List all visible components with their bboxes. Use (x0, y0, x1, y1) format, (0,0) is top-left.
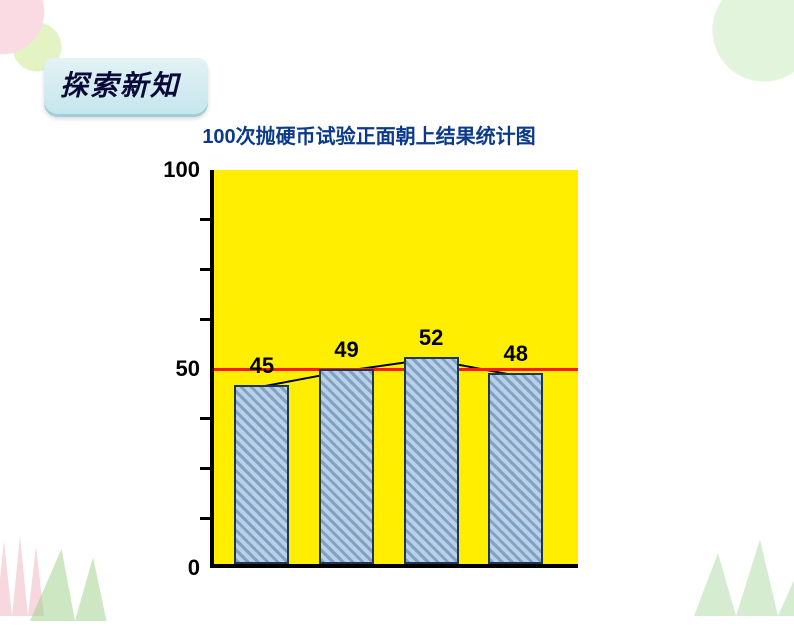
bar-value-label: 45 (250, 353, 274, 385)
y-axis-tick (200, 417, 210, 420)
bar (234, 385, 289, 564)
y-axis-tick (200, 467, 210, 470)
y-axis-tick (200, 517, 210, 520)
y-axis-tick (200, 218, 210, 221)
bar-value-label: 49 (334, 337, 358, 369)
y-axis-label: 0 (188, 555, 200, 581)
section-header: 探索新知 (44, 58, 208, 114)
decoration-bottom-left (0, 486, 170, 626)
bar-chart: 0 50 100 45 49 52 48 (154, 148, 584, 588)
decoration-bottom-right (664, 496, 794, 616)
y-axis-tick (200, 318, 210, 321)
y-axis-tick (200, 268, 210, 271)
bar (404, 357, 459, 564)
trend-polyline (261, 359, 512, 387)
y-axis-label: 50 (176, 356, 200, 382)
y-axis-label: 100 (163, 157, 200, 183)
bar-value-label: 48 (504, 341, 528, 373)
bar-value-label: 52 (419, 325, 443, 357)
bar (319, 369, 374, 564)
bar (488, 373, 543, 564)
decoration-top-right (674, 0, 794, 120)
plot-area: 05010045495248 (210, 170, 578, 568)
chart-title-wrap: 100次抛硬币试验正面朝上结果统计图 (154, 120, 584, 149)
chart-title: 100次抛硬币试验正面朝上结果统计图 (202, 126, 535, 148)
